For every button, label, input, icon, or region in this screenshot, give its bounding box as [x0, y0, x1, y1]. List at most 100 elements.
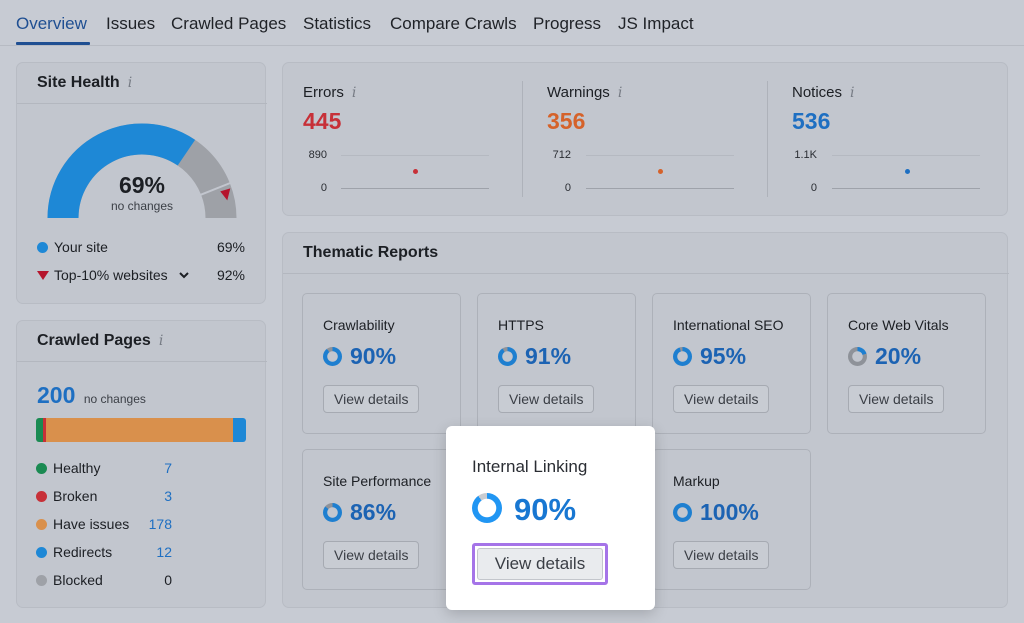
theme-card-core-web-vitals: Core Web Vitals 20% View details — [827, 293, 986, 434]
theme-name: Site Performance — [323, 473, 432, 489]
crawled-pages-bar — [36, 418, 246, 442]
tab-overview[interactable]: Overview — [16, 14, 87, 33]
theme-name: Core Web Vitals — [848, 317, 949, 333]
bar-segment-broken — [43, 418, 47, 442]
broken-dot-icon — [36, 491, 47, 502]
info-icon[interactable]: i — [617, 85, 623, 101]
errors-value[interactable]: 445 — [303, 108, 342, 134]
separator — [767, 81, 768, 197]
divider — [283, 273, 1009, 274]
active-tab-indicator — [16, 42, 90, 45]
grid-line — [832, 155, 980, 156]
progress-ring-icon — [472, 493, 502, 523]
legend-blocked: Blocked — [36, 572, 103, 588]
legend-top10[interactable]: Top-10% websites — [37, 267, 190, 283]
bar-segment-have-issues — [46, 418, 234, 442]
thematic-reports-title: Thematic Reports — [303, 244, 439, 261]
view-details-button[interactable]: View details — [498, 385, 595, 413]
legend-healthy-value[interactable]: 7 — [164, 460, 172, 476]
axis-line — [832, 188, 980, 189]
site-health-gauge — [47, 123, 237, 219]
site-health-value: 69% — [118, 172, 166, 198]
tab-compare-crawls[interactable]: Compare Crawls — [390, 14, 517, 33]
legend-have-issues-value[interactable]: 178 — [148, 516, 172, 532]
divider — [17, 103, 267, 104]
site-health-subtitle: no changes — [110, 199, 174, 213]
theme-score[interactable]: 91% — [498, 343, 571, 370]
warnings-axis-max: 712 — [552, 149, 571, 161]
view-details-button[interactable]: View details — [323, 541, 420, 569]
legend-your-site-value: 69% — [216, 239, 245, 255]
crawled-pages-summary: 200 no changes — [37, 382, 146, 409]
legend-redirects: Redirects — [36, 544, 112, 560]
notices-value[interactable]: 536 — [792, 108, 831, 134]
top10-marker-icon — [220, 188, 231, 201]
triangle-down-icon — [37, 271, 49, 280]
site-health-card: Site Health i 69% no changes Your site 69… — [16, 62, 267, 304]
progress-ring-icon — [323, 347, 342, 366]
info-icon[interactable]: i — [127, 75, 133, 91]
crawled-pages-title: Crawled Pages — [37, 332, 151, 349]
theme-card-international-seo: International SEO 95% View details — [652, 293, 811, 434]
theme-name: HTTPS — [498, 317, 544, 333]
grid-line — [586, 155, 734, 156]
legend-broken: Broken — [36, 488, 97, 504]
chevron-down-icon[interactable] — [178, 270, 190, 280]
theme-score[interactable]: 20% — [848, 343, 921, 370]
tab-js-impact[interactable]: JS Impact — [618, 14, 694, 33]
theme-score[interactable]: 95% — [673, 343, 746, 370]
progress-ring-icon — [673, 347, 692, 366]
tab-progress[interactable]: Progress — [533, 14, 602, 33]
errors-axis-min: 0 — [320, 182, 327, 194]
legend-top10-value: 92% — [216, 267, 245, 283]
info-icon[interactable]: i — [351, 85, 357, 101]
notices-axis-min: 0 — [810, 182, 817, 194]
divider — [17, 361, 267, 362]
issues-card: Errors i 445 890 0 Warnings i 356 712 0 No… — [282, 62, 1008, 216]
internal-linking-score[interactable]: 90% — [472, 492, 576, 528]
theme-name: Crawlability — [323, 317, 395, 333]
progress-ring-icon — [673, 503, 692, 522]
theme-score[interactable]: 86% — [323, 499, 396, 526]
view-details-button[interactable]: View details — [323, 385, 420, 413]
bar-segment-redirects — [233, 418, 246, 442]
view-details-button[interactable]: View details — [848, 385, 945, 413]
progress-ring-icon — [323, 503, 342, 522]
crawled-pages-card: Crawled Pages i 200 no changes — [16, 320, 267, 608]
tab-issues[interactable]: Issues — [106, 14, 156, 33]
tab-statistics[interactable]: Statistics — [303, 14, 372, 33]
internal-linking-card: Internal Linking 90% View details — [446, 426, 655, 610]
notices-trend-dot — [905, 169, 910, 174]
theme-card-site-performance: Site Performance 86% View details — [302, 449, 461, 590]
have-issues-dot-icon — [36, 519, 47, 530]
warnings-value[interactable]: 356 — [547, 108, 586, 134]
view-details-button[interactable]: View details — [673, 385, 770, 413]
tab-bar: Overview Issues Crawled Pages Statistics… — [0, 0, 1024, 46]
warnings-axis-min: 0 — [564, 182, 571, 194]
theme-score[interactable]: 100% — [673, 499, 759, 526]
tab-crawled-pages[interactable]: Crawled Pages — [171, 14, 287, 33]
crawled-pages-total[interactable]: 200 — [37, 382, 76, 408]
info-icon[interactable]: i — [158, 333, 164, 349]
gauge-separator — [200, 182, 231, 196]
theme-card-https: HTTPS 91% View details — [477, 293, 636, 434]
axis-line — [586, 188, 734, 189]
info-icon[interactable]: i — [850, 85, 855, 101]
gauge-fill — [47, 123, 196, 219]
site-health-title: Site Health — [37, 74, 120, 91]
errors-label: Errors i — [303, 84, 357, 101]
redirects-dot-icon — [36, 547, 47, 558]
legend-healthy: Healthy — [36, 460, 100, 476]
view-details-button[interactable]: View details — [673, 541, 770, 569]
view-details-highlight-frame: View details — [472, 543, 608, 585]
legend-broken-value[interactable]: 3 — [164, 488, 172, 504]
theme-score[interactable]: 90% — [323, 343, 396, 370]
separator — [522, 81, 523, 197]
legend-redirects-value[interactable]: 12 — [156, 544, 172, 560]
internal-linking-view-details-button[interactable]: View details — [477, 548, 603, 580]
axis-line — [341, 188, 489, 189]
theme-card-crawlability: Crawlability 90% View details — [302, 293, 461, 434]
warnings-label: Warnings i — [547, 84, 623, 101]
grid-line — [341, 155, 489, 156]
theme-card-markup: Markup 100% View details — [652, 449, 811, 590]
